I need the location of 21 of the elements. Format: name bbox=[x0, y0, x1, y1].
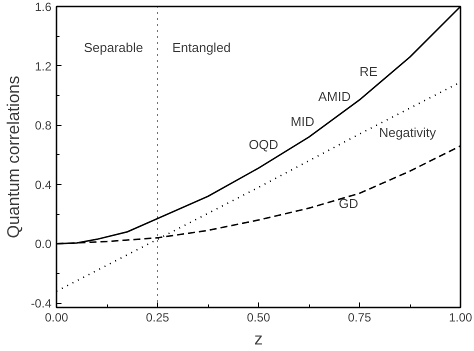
annotation: RE bbox=[359, 64, 378, 79]
x-tick-label: 0.50 bbox=[246, 310, 271, 324]
x-tick-label: 0.75 bbox=[348, 310, 372, 324]
x-tick-label: 0.00 bbox=[44, 310, 69, 324]
y-tick-label: 0.8 bbox=[34, 118, 52, 133]
x-axis-title: z bbox=[254, 330, 263, 348]
y-axis-title: Quantum correlations bbox=[4, 76, 23, 238]
annotation: Entangled bbox=[172, 40, 231, 55]
annotation: GD bbox=[338, 196, 358, 211]
annotation: Negativity bbox=[378, 125, 437, 140]
x-tick-label: 1.00 bbox=[448, 310, 473, 324]
y-tick-label: 0.0 bbox=[34, 237, 52, 252]
x-tick-label: 0.25 bbox=[146, 310, 170, 324]
y-tick-label: 0.4 bbox=[34, 178, 52, 192]
annotation: Separable bbox=[84, 40, 144, 55]
y-tick-label: 1.6 bbox=[34, 0, 52, 14]
annotation: OQD bbox=[248, 137, 278, 152]
y-tick-label: 1.2 bbox=[34, 59, 52, 74]
annotation: MID bbox=[290, 114, 314, 129]
annotation: AMID bbox=[318, 89, 351, 104]
y-tick-label: -0.4 bbox=[30, 296, 52, 311]
